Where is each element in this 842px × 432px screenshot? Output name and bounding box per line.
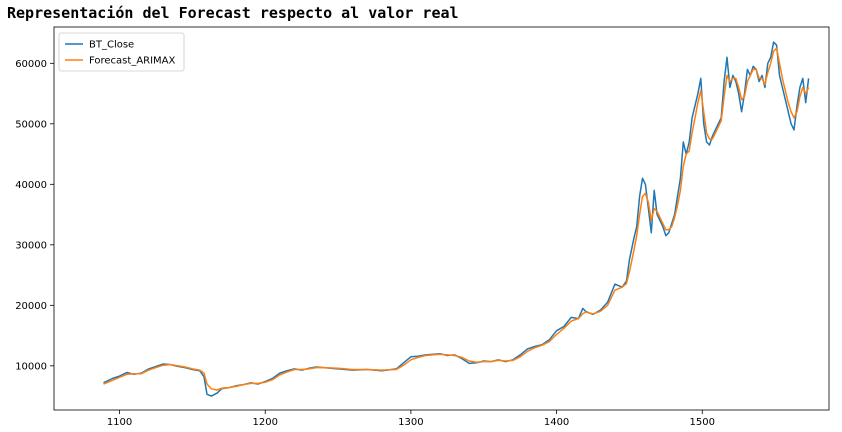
legend: BT_Close Forecast_ARIMAX <box>58 32 185 72</box>
series-line-bt-close <box>103 41 810 397</box>
y-tick-label: 20000 <box>15 301 47 312</box>
y-tick-label: 50000 <box>15 119 47 130</box>
x-tick-label: 1300 <box>398 417 423 428</box>
y-axis: 10000 20000 30000 40000 50000 60000 <box>15 59 54 372</box>
legend-label-bt-close: BT_Close <box>89 40 134 51</box>
y-tick-label: 30000 <box>15 240 47 251</box>
plot-frame <box>53 26 830 411</box>
y-tick-label: 60000 <box>15 59 47 70</box>
legend-box <box>58 32 185 72</box>
x-tick-label: 1500 <box>690 417 715 428</box>
y-tick-label: 40000 <box>15 180 47 191</box>
x-tick-label: 1400 <box>544 417 569 428</box>
x-tick-label: 1100 <box>107 417 132 428</box>
x-tick-label: 1200 <box>253 417 278 428</box>
plot-area <box>53 26 830 411</box>
y-tick-label: 10000 <box>15 361 47 372</box>
series-line-forecast-arimax <box>103 47 810 391</box>
chart-title: Representación del Forecast respecto al … <box>7 4 459 22</box>
legend-label-forecast-arimax: Forecast_ARIMAX <box>89 56 176 67</box>
x-axis: 1100 1200 1300 1400 1500 <box>107 410 715 428</box>
